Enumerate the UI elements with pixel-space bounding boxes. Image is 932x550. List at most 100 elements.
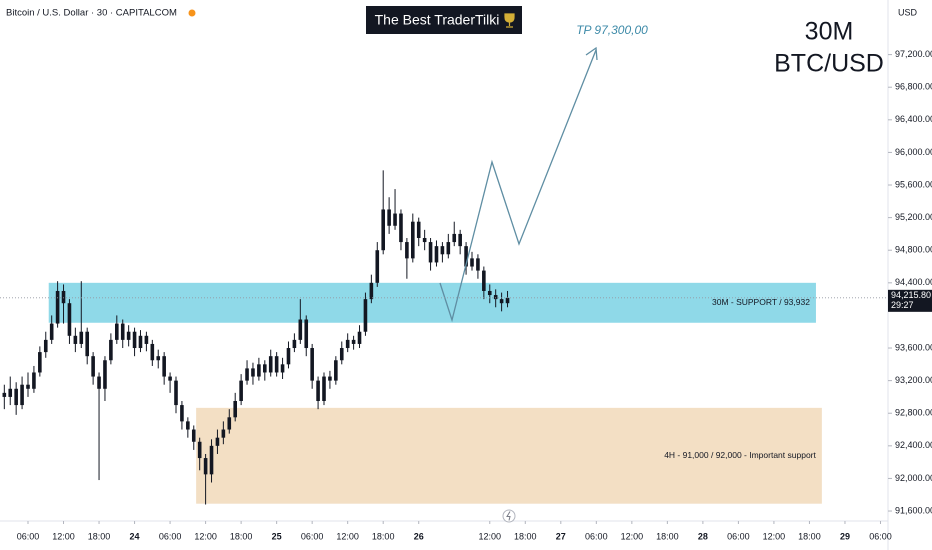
candle-body (85, 331, 90, 357)
y-tick-label: 94,800.00 (895, 245, 932, 255)
candle-body (162, 356, 166, 377)
y-tick-label: 96,400.00 (895, 114, 932, 124)
zone-label: 30M - SUPPORT / 93,932 (712, 297, 810, 307)
candle-body (221, 429, 226, 438)
candle-body (138, 335, 143, 349)
candle-body (487, 290, 492, 296)
candles (2, 170, 510, 505)
price-label: 94,215.80 (891, 290, 931, 300)
candle-body (351, 339, 356, 344)
candle-body (38, 352, 42, 373)
candle-body (446, 242, 451, 255)
candle-body (144, 335, 149, 344)
zone-label: 4H - 91,000 / 92,000 - Important support (664, 450, 816, 460)
candle-body (115, 323, 119, 340)
candle-body (369, 282, 374, 300)
candle-body (215, 437, 220, 446)
candle-body (49, 323, 54, 340)
zones: 30M - SUPPORT / 93,932 4H - 91,000 / 92,0… (48, 282, 822, 504)
replay-bolt (506, 511, 511, 521)
x-tick-label: 06:00 (17, 531, 40, 541)
candle-body (239, 380, 243, 402)
timeframe-label: 30M (805, 18, 854, 46)
candle-body (245, 368, 249, 381)
x-tick-label: 18:00 (514, 531, 537, 541)
x-tick-label: 06:00 (301, 531, 324, 541)
x-tick-label: 18:00 (230, 531, 253, 541)
candle-body (482, 270, 486, 291)
trophy-icon (504, 13, 515, 28)
x-tick-label: 25 (272, 531, 282, 541)
title: The Best TraderTilki (375, 12, 500, 28)
candle-body (55, 290, 60, 324)
candle-body (440, 246, 445, 255)
candle-body (126, 331, 131, 340)
x-tick-label: 06:00 (727, 531, 750, 541)
x-tick-label: 18:00 (372, 531, 395, 541)
y-tick-label: 92,800.00 (895, 408, 932, 418)
candle-body (334, 360, 338, 381)
x-tick-label: 28 (698, 531, 708, 541)
candle-body (304, 319, 309, 349)
candle-body (422, 237, 427, 243)
candle-body (405, 242, 409, 259)
candle-body (298, 319, 303, 340)
x-tick-label: 12:00 (52, 531, 75, 541)
y-tick-label: 96,000.00 (895, 147, 932, 157)
candle-body (470, 258, 474, 267)
candle-body (197, 441, 202, 459)
x-tick-label: 18:00 (88, 531, 111, 541)
candle-body (363, 299, 368, 332)
candle-body (399, 213, 403, 243)
candle-body (32, 372, 36, 389)
live-dot (188, 9, 196, 17)
y-tick-label: 95,200.00 (895, 212, 932, 222)
axes: 91,600.00 92,000.00 92,400.00 92,800.00 93,2… (0, 49, 932, 541)
candle-body (268, 356, 273, 373)
candle-body (209, 445, 214, 475)
x-tick-label: 12:00 (194, 531, 217, 541)
x-tick-label: 18:00 (798, 531, 821, 541)
x-tick-label: 12:00 (478, 531, 501, 541)
price-label-box (888, 289, 932, 312)
candle-body (292, 339, 297, 349)
target-label: TP 97,300,00 (576, 23, 648, 37)
candle-body (73, 335, 78, 344)
candle-body (43, 339, 48, 353)
candle-body (26, 384, 30, 389)
candle-body (286, 348, 291, 365)
candle-body (375, 250, 380, 283)
x-tick-label: 27 (556, 531, 566, 541)
x-tick-label: 29 (840, 531, 850, 541)
candle-body (316, 380, 320, 402)
y-tick-label: 97,200.00 (895, 49, 932, 59)
candle-body (191, 429, 196, 442)
candle-body (357, 331, 362, 344)
candle-body (505, 297, 510, 304)
candle-body (476, 258, 480, 271)
countdown: 29:27 (891, 300, 914, 310)
candle-body (434, 246, 439, 263)
candle-body (227, 417, 232, 430)
x-tick-label: 18:00 (656, 531, 679, 541)
candle-body (2, 392, 7, 397)
candle-body (174, 380, 178, 406)
candle-body (168, 376, 172, 381)
candle-body (20, 384, 24, 406)
x-tick-label: 12:00 (336, 531, 359, 541)
y-tick-label: 92,000.00 (895, 473, 932, 483)
candle-body (416, 221, 421, 238)
zone (196, 407, 822, 504)
candle-body (345, 339, 350, 349)
x-tick-label: 12:00 (763, 531, 786, 541)
x-tick-label: 24 (130, 531, 140, 541)
candle-body (132, 331, 137, 349)
candle-body (79, 331, 84, 344)
title-box (366, 6, 522, 34)
x-tick-label: 26 (414, 531, 424, 541)
candle-body (156, 356, 161, 361)
symbol-header: Bitcoin / U.S. Dollar · 30 · CAPITALCOM (6, 8, 177, 19)
candle-body (67, 303, 72, 336)
